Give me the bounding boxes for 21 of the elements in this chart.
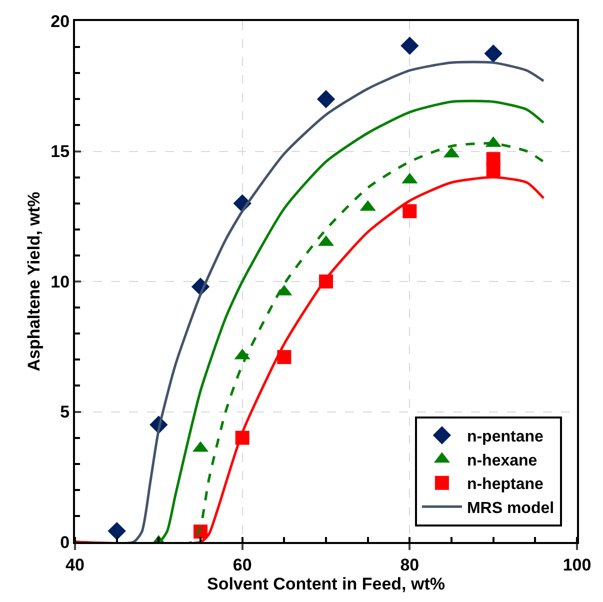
legend-label: n-pentane [466, 428, 544, 446]
point [486, 162, 500, 176]
y-tick-label: 10 [50, 272, 70, 292]
point [316, 90, 336, 108]
x-tick-label: 80 [400, 555, 420, 574]
legend-label: MRS model [466, 500, 554, 517]
point [400, 36, 419, 55]
x-tick-label: 40 [66, 555, 84, 574]
y-tick-label: 0 [60, 532, 70, 552]
legend-label: n-hexane [466, 452, 538, 470]
x-axis-title: Solvent Content in Feed, wt% [206, 574, 446, 594]
x-tick-label: 100 [562, 555, 592, 574]
point [402, 204, 417, 218]
y-tick-label: 5 [60, 402, 70, 422]
y-axis-title: Asphaltene Yield, wt% [24, 192, 44, 372]
point [108, 522, 126, 540]
legend-label: n-heptane [466, 476, 544, 494]
x-tick-label: 60 [232, 555, 252, 574]
y-tick-label: 15 [50, 142, 70, 162]
point [484, 44, 502, 63]
y-tick-label: 20 [50, 12, 70, 31]
